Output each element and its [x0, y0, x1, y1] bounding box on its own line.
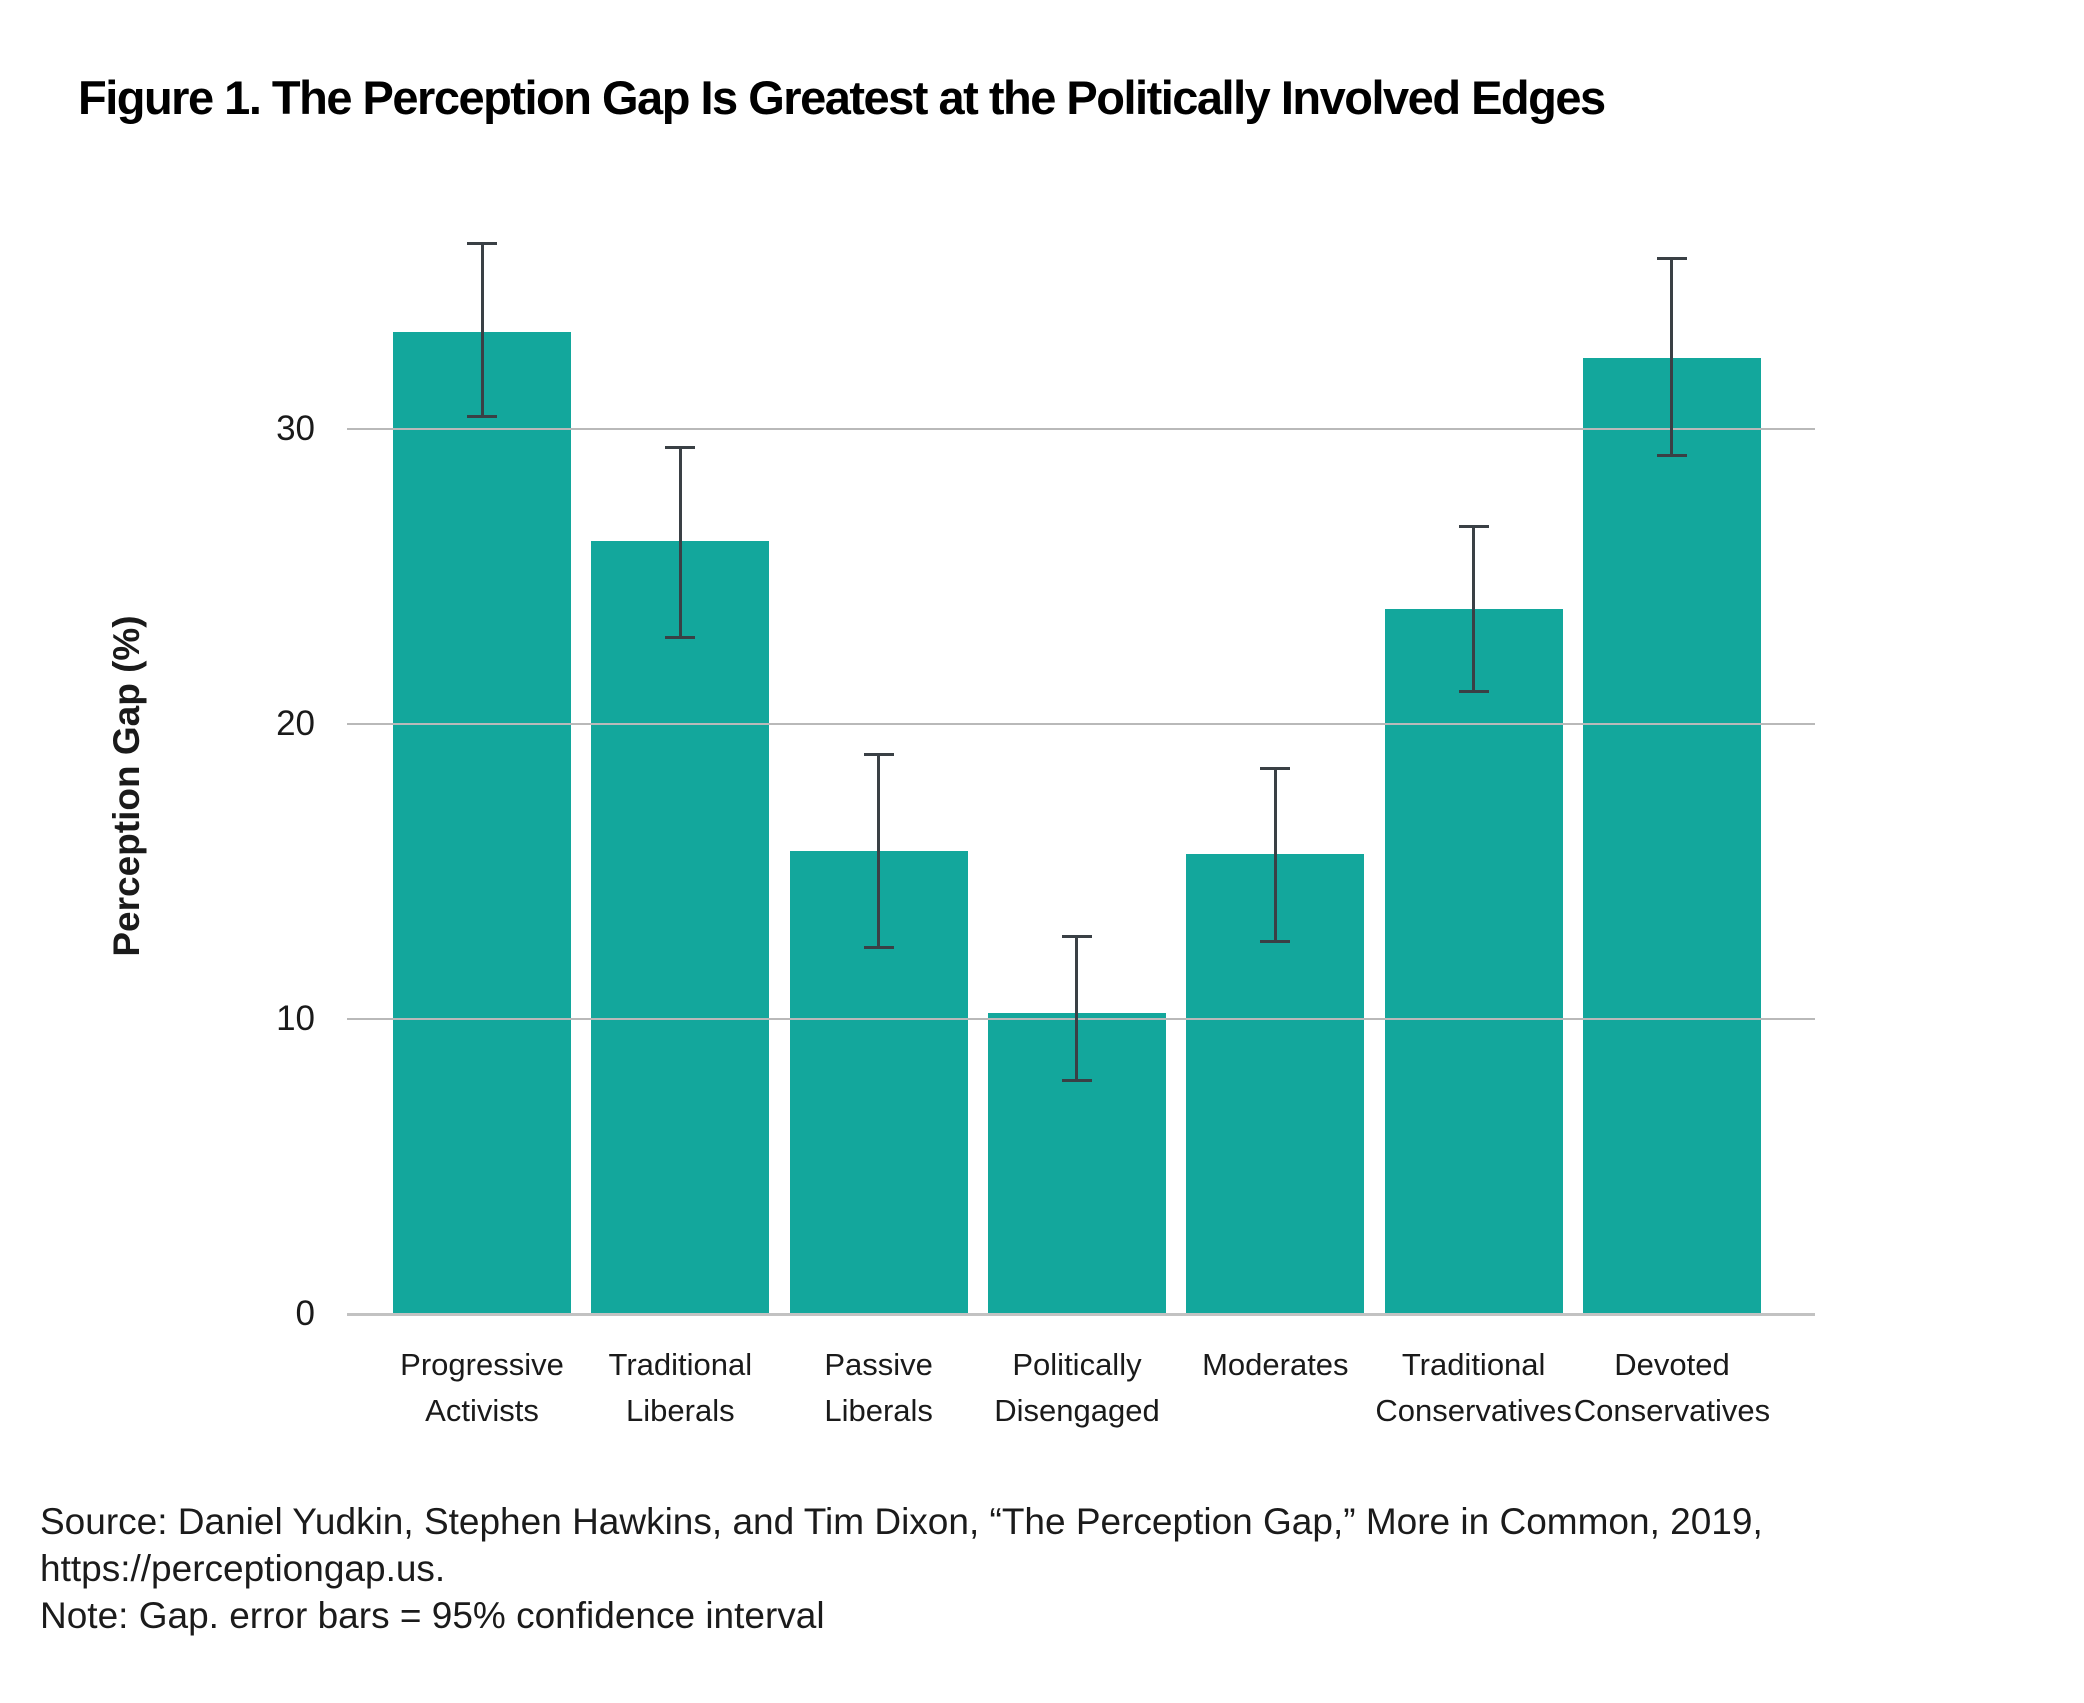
x-axis-label-line: Liberals	[824, 1393, 933, 1428]
error-bar-cap-top-devoted-conservatives	[1656, 256, 1687, 260]
error-bar-cap-top-passive-liberals	[863, 752, 894, 756]
error-bar-cap-top-progressive-activists	[467, 242, 497, 246]
error-bar-cap-top-politically-disengaged	[1061, 935, 1092, 939]
caption: Source: Daniel Yudkin, Stephen Hawkins, …	[40, 1498, 2084, 1639]
x-axis-label-line: Liberals	[626, 1393, 735, 1428]
x-axis-label-traditional-liberals: Traditional Liberals	[540, 1342, 820, 1434]
x-axis-label-moderates: Moderates	[1135, 1342, 1415, 1388]
note-text: Note: Gap. error bars = 95% confidence i…	[40, 1595, 825, 1636]
bar-devoted-conservatives	[1582, 358, 1761, 1314]
x-axis-label-traditional-conservatives: Traditional Conservatives	[1334, 1342, 1614, 1434]
x-axis-label-line: Disengaged	[994, 1393, 1160, 1428]
error-bar-line-traditional-conservatives	[1472, 526, 1476, 692]
x-axis-label-line: Traditional	[1401, 1347, 1546, 1382]
error-bar-line-passive-liberals	[877, 753, 881, 949]
error-bar-cap-top-traditional-liberals	[665, 445, 696, 449]
gridline-30	[347, 428, 1815, 430]
x-axis-label-progressive-activists: Progressive Activists	[342, 1342, 622, 1434]
source-text: Source: Daniel Yudkin, Stephen Hawkins, …	[40, 1501, 1763, 1589]
error-bar-line-progressive-activists	[480, 243, 484, 418]
error-bar-cap-bottom-politically-disengaged	[1061, 1078, 1092, 1082]
x-axis-label-line: Passive	[824, 1347, 933, 1382]
x-axis-label-line: Activists	[425, 1393, 539, 1428]
x-axis-label-passive-liberals: Passive Liberals	[739, 1342, 1019, 1434]
bar-progressive-activists	[393, 331, 571, 1314]
x-axis-label-line: Traditional	[608, 1347, 753, 1382]
x-axis-label-politically-disengaged: Politically Disengaged	[937, 1342, 1217, 1434]
error-bar-line-politically-disengaged	[1075, 936, 1079, 1081]
bar-traditional-liberals	[591, 541, 770, 1314]
y-tick-label-20: 20	[276, 704, 315, 743]
x-axis-label-line: Politically	[1012, 1347, 1142, 1382]
x-axis-label-line: Conservatives	[1375, 1393, 1572, 1428]
y-tick-label-10: 10	[276, 999, 315, 1038]
plot-area	[347, 150, 1815, 1316]
gridline-20	[347, 723, 1815, 725]
y-axis-title: Perception Gap (%)	[106, 615, 147, 957]
y-tick-label-0: 0	[295, 1294, 315, 1333]
error-bar-cap-bottom-passive-liberals	[863, 946, 894, 950]
error-bar-cap-bottom-moderates	[1260, 940, 1291, 944]
error-bar-cap-top-traditional-conservatives	[1458, 525, 1489, 529]
x-axis-label-line: Moderates	[1202, 1347, 1349, 1382]
gridline-10	[347, 1018, 1815, 1020]
error-bar-cap-bottom-progressive-activists	[467, 415, 497, 419]
error-bar-line-traditional-liberals	[678, 446, 682, 639]
x-axis-line	[347, 1313, 1815, 1316]
error-bar-cap-bottom-traditional-liberals	[665, 636, 696, 640]
x-axis-label-line: Conservatives	[1573, 1393, 1771, 1428]
x-axis-label-line: Devoted	[1614, 1347, 1730, 1382]
bar-traditional-conservatives	[1384, 608, 1563, 1314]
error-bar-line-moderates	[1273, 768, 1277, 943]
error-bar-cap-top-moderates	[1260, 767, 1291, 771]
x-axis-label-devoted-conservatives: Devoted Conservatives	[1532, 1342, 1812, 1434]
figure-title: Figure 1. The Perception Gap Is Greatest…	[78, 71, 1606, 124]
error-bar-line-devoted-conservatives	[1670, 257, 1674, 456]
error-bar-cap-bottom-traditional-conservatives	[1458, 689, 1489, 693]
y-tick-label-30: 30	[276, 409, 315, 448]
error-bar-cap-bottom-devoted-conservatives	[1656, 453, 1687, 457]
x-axis-label-line: Progressive	[400, 1347, 564, 1382]
